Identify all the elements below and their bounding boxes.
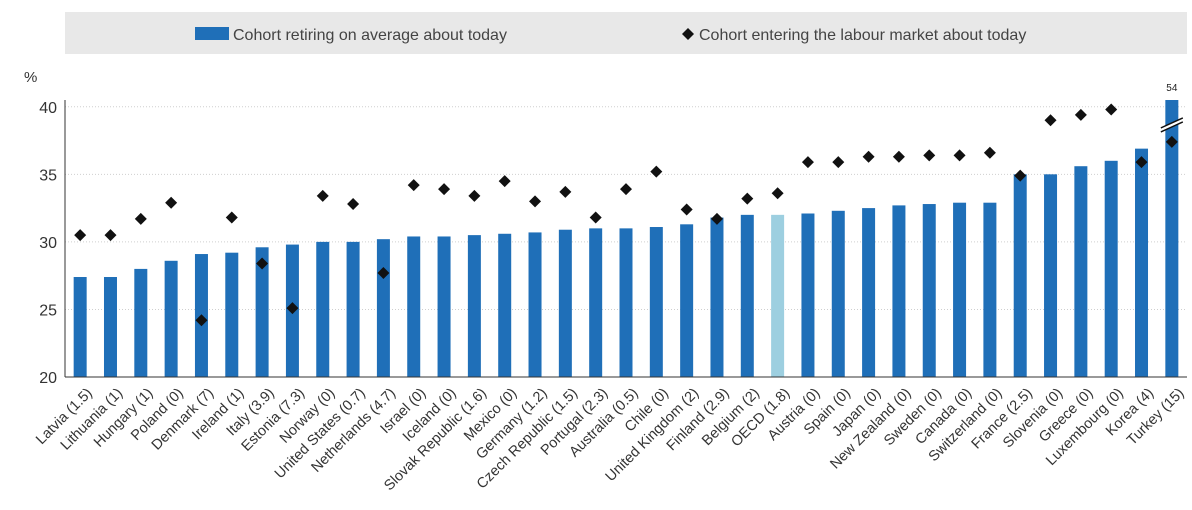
marker-point <box>650 165 663 178</box>
y-tick-label: 25 <box>39 302 57 319</box>
x-tick-labels: Latvia (1.5)Lithuania (1)Hungary (1)Pola… <box>33 385 1187 494</box>
y-unit-label: % <box>24 69 37 86</box>
axis-break-gap <box>1160 117 1183 132</box>
bar <box>1074 166 1088 377</box>
marker-point <box>195 314 208 327</box>
marker-point <box>377 266 390 279</box>
bar <box>740 214 754 377</box>
bar <box>164 260 178 377</box>
bar <box>1013 174 1027 377</box>
marker-point <box>983 146 996 159</box>
bar <box>589 228 603 377</box>
marker-point <box>407 179 420 192</box>
marker-point <box>256 257 269 270</box>
bar <box>1104 160 1118 377</box>
axis-break-line <box>1160 121 1184 133</box>
bar <box>103 277 117 377</box>
bar <box>1165 100 1179 377</box>
marker-point <box>1135 156 1148 169</box>
legend-bar-label: Cohort retiring on average about today <box>233 27 507 44</box>
marker-point <box>620 183 632 196</box>
marker-point <box>529 195 542 208</box>
marker-point <box>165 196 178 209</box>
legend-bar-swatch <box>195 27 229 40</box>
legend: Cohort retiring on average about today C… <box>65 12 1187 54</box>
marker-point <box>225 211 238 224</box>
marker-point <box>1044 114 1057 127</box>
bar <box>1135 148 1149 377</box>
bar-value-label: 54 <box>1166 83 1178 94</box>
bar <box>801 213 815 377</box>
legend-diamond-icon <box>682 28 694 40</box>
markers <box>74 103 1178 327</box>
legend-marker-label: Cohort entering the labour market about … <box>699 27 1026 44</box>
marker-point <box>559 185 572 198</box>
bar <box>346 241 360 377</box>
marker-point <box>741 192 754 205</box>
bar <box>892 205 906 377</box>
y-tick-label: 30 <box>39 235 57 252</box>
marker-point <box>801 156 814 169</box>
y-tick-labels: 20 25 30 35 40 <box>39 100 57 387</box>
marker-point <box>1165 135 1178 148</box>
marker-point <box>347 198 360 211</box>
bar <box>862 208 876 377</box>
marker-point <box>1074 108 1087 121</box>
y-tick-label: 35 <box>39 167 57 184</box>
marker-point <box>74 229 87 242</box>
bar <box>316 241 330 377</box>
bar <box>376 239 390 377</box>
marker-point <box>104 229 117 242</box>
axis-break-line <box>1160 117 1184 129</box>
bar <box>710 217 724 377</box>
marker-point <box>680 203 693 216</box>
marker-point <box>1014 169 1027 182</box>
bar <box>558 229 572 377</box>
marker-point <box>134 212 147 225</box>
marker-point <box>438 183 451 196</box>
bars <box>73 100 1179 377</box>
bar <box>831 210 845 377</box>
marker-point <box>286 302 299 315</box>
bar <box>498 233 512 377</box>
bar <box>134 268 148 377</box>
annotations: 54 <box>1160 83 1184 133</box>
marker-point <box>892 150 905 163</box>
marker-point <box>923 149 936 162</box>
y-tick-label: 40 <box>39 100 57 117</box>
marker-point <box>498 175 511 188</box>
bar <box>407 236 421 377</box>
bar <box>255 247 269 377</box>
bar <box>953 202 967 377</box>
marker-point <box>953 149 966 162</box>
marker-point <box>316 189 329 202</box>
legend-background <box>65 12 1187 54</box>
y-tick-label: 20 <box>39 370 57 387</box>
marker-point <box>589 211 602 224</box>
bar <box>680 224 694 377</box>
marker-point <box>771 187 784 200</box>
bar <box>922 204 936 377</box>
bar <box>467 235 481 377</box>
marker-point <box>832 156 845 169</box>
bar <box>619 228 633 377</box>
bar <box>225 252 239 377</box>
marker-point <box>1105 103 1118 116</box>
marker-point <box>862 150 875 163</box>
bar <box>983 202 997 377</box>
bar <box>528 232 542 377</box>
bar <box>73 277 87 377</box>
bar <box>771 214 785 377</box>
bar <box>1044 174 1058 377</box>
marker-point <box>710 212 723 225</box>
bar <box>649 227 663 377</box>
marker-point <box>468 189 481 202</box>
bar <box>437 236 451 377</box>
